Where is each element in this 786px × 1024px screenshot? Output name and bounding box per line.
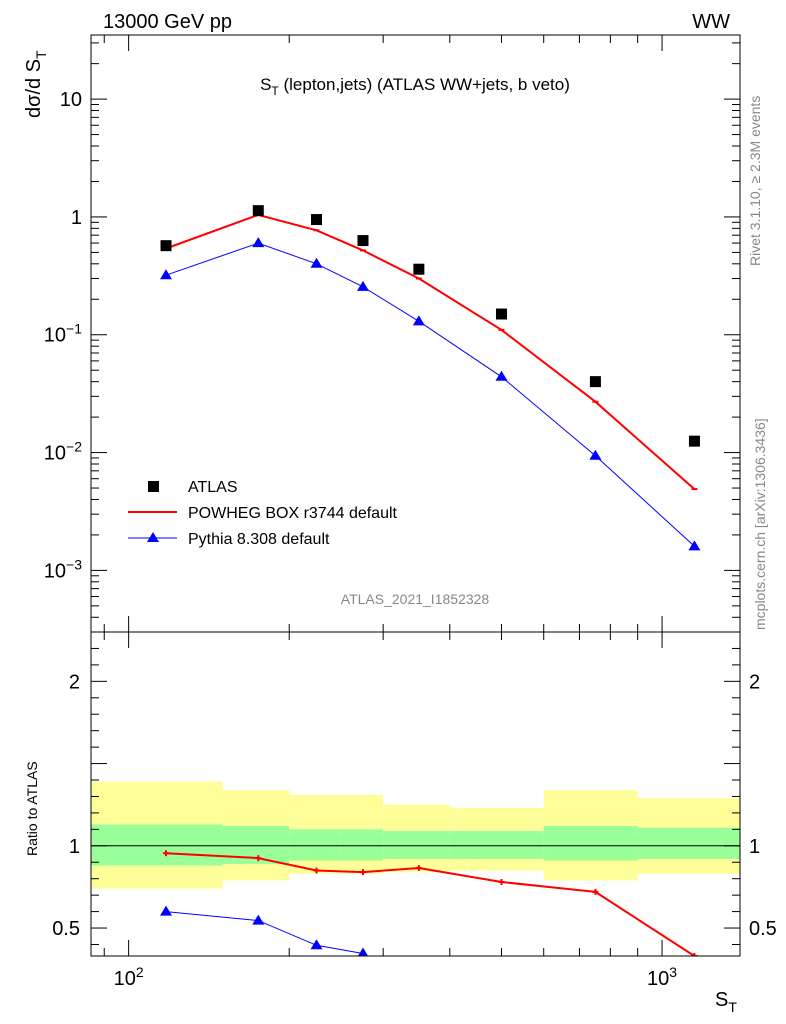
ratio-pythia-point (252, 914, 265, 925)
pythia-line (165, 242, 695, 547)
x-tick-label-0-exp: 2 (136, 964, 144, 980)
ratio-band-inner (340, 829, 384, 861)
ratio-band-inner (543, 826, 638, 861)
main-y-axis-label-main: dσ/d S (23, 59, 45, 118)
atlas-point (252, 205, 264, 217)
main-y-tick-label-0: 10 (60, 89, 82, 111)
ratio-uncertainty-bands (91, 781, 740, 889)
main-y-tick-label-4: 10−3 (44, 556, 82, 582)
ratio-band-inner (449, 831, 544, 859)
ratio-panel-frame (90, 631, 741, 957)
pythia-point (495, 370, 508, 381)
x-tick-label-1-exp: 3 (669, 964, 677, 980)
pythia-point (310, 257, 323, 268)
ratio-pythia-point (357, 947, 369, 956)
rivet-version-label: Rivet 3.1.10, ≥ 2.3M events (747, 96, 763, 266)
main-y-tick-label-3-base: 10 (44, 443, 66, 465)
atlas-point (413, 263, 425, 275)
legend-label-atlas: ATLAS (188, 479, 238, 496)
ratio-y-tick-label-left-1: 1 (69, 836, 80, 858)
main-plot-title-main: S (260, 75, 271, 94)
ratio-band-inner (91, 824, 223, 866)
x-axis-label-main: S (715, 989, 728, 1011)
atlas-point (160, 240, 172, 252)
pythia-point (412, 315, 425, 326)
main-y-tick-label-4-base: 10 (44, 560, 66, 582)
ratio-y-tick-label-left-2: 2 (69, 671, 80, 693)
x-axis-label: ST (715, 989, 737, 1015)
powheg-line (165, 213, 696, 490)
header-energy-label: 13000 GeV pp (103, 11, 232, 33)
ratio-band-inner (637, 827, 740, 859)
legend-marker-atlas (148, 481, 159, 492)
ratio-panel-data (91, 845, 740, 956)
atlas-point (311, 214, 323, 226)
main-y-tick-label-2: 10−1 (44, 321, 82, 347)
analysis-watermark: ATLAS_2021_I1852328 (341, 591, 490, 607)
ratio-y-tick-label-left-0: 0.5 (52, 918, 80, 940)
ratio-y-tick-label-right-1: 1 (749, 836, 760, 858)
ratio-band-inner (383, 831, 450, 859)
main-plot-title-sub: T (271, 84, 279, 98)
legend-label-powheg: POWHEG BOX r3744 default (188, 505, 398, 522)
ratio-pythia-point (160, 905, 173, 916)
main-y-tick-label-4-exp: −3 (66, 556, 82, 572)
main-y-tick-label-3: 10−2 (44, 439, 82, 465)
x-tick-label-0-base: 10 (114, 968, 136, 990)
atlas-point (688, 435, 700, 447)
header-process-label: WW (692, 11, 730, 33)
ratio-y-axis-label: Ratio to ATLAS (24, 761, 40, 856)
pythia-point (589, 449, 602, 460)
atlas-point (357, 235, 369, 247)
mcplots-reference-label: mcplots.cern.ch [arXiv:1306.3436] (752, 418, 768, 630)
main-y-axis-label: dσ/d ST (23, 50, 49, 118)
main-plot-title-rest: (lepton,jets) (ATLAS WW+jets, b veto) (279, 75, 570, 94)
main-y-tick-label-2-exp: −1 (66, 321, 82, 337)
pythia-point (688, 540, 701, 551)
pythia-point (252, 237, 265, 248)
main-y-tick-label-2-base: 10 (44, 325, 66, 347)
legend-label-pythia: Pythia 8.308 default (188, 531, 330, 548)
main-y-axis-label-sub: T (33, 50, 49, 59)
main-y-tick-label-1: 1 (71, 207, 82, 229)
ratio-y-tick-label-right-2: 2 (749, 671, 760, 693)
main-plot-title: ST (lepton,jets) (ATLAS WW+jets, b veto) (260, 75, 570, 98)
atlas-point (495, 308, 507, 320)
ratio-powheg-line (165, 852, 695, 956)
ratio-pythia-point (310, 939, 323, 950)
x-tick-label-1: 103 (647, 964, 677, 990)
x-axis-label-sub: T (728, 999, 737, 1015)
ratio-pythia-line (165, 911, 364, 954)
x-tick-label-0: 102 (114, 964, 144, 990)
main-panel-data (160, 205, 701, 551)
main-y-tick-label-3-exp: −2 (66, 439, 82, 455)
pythia-point (160, 269, 173, 280)
legend-marker-pythia (147, 532, 159, 542)
atlas-point (589, 376, 601, 388)
x-tick-label-1-base: 10 (647, 968, 669, 990)
pythia-point (356, 280, 369, 291)
ratio-series-group (160, 850, 698, 956)
ratio-band-inner (289, 829, 341, 861)
ratio-y-tick-label-right-0: 0.5 (749, 918, 777, 940)
legend: ATLAS POWHEG BOX r3744 default Pythia 8.… (128, 479, 398, 548)
